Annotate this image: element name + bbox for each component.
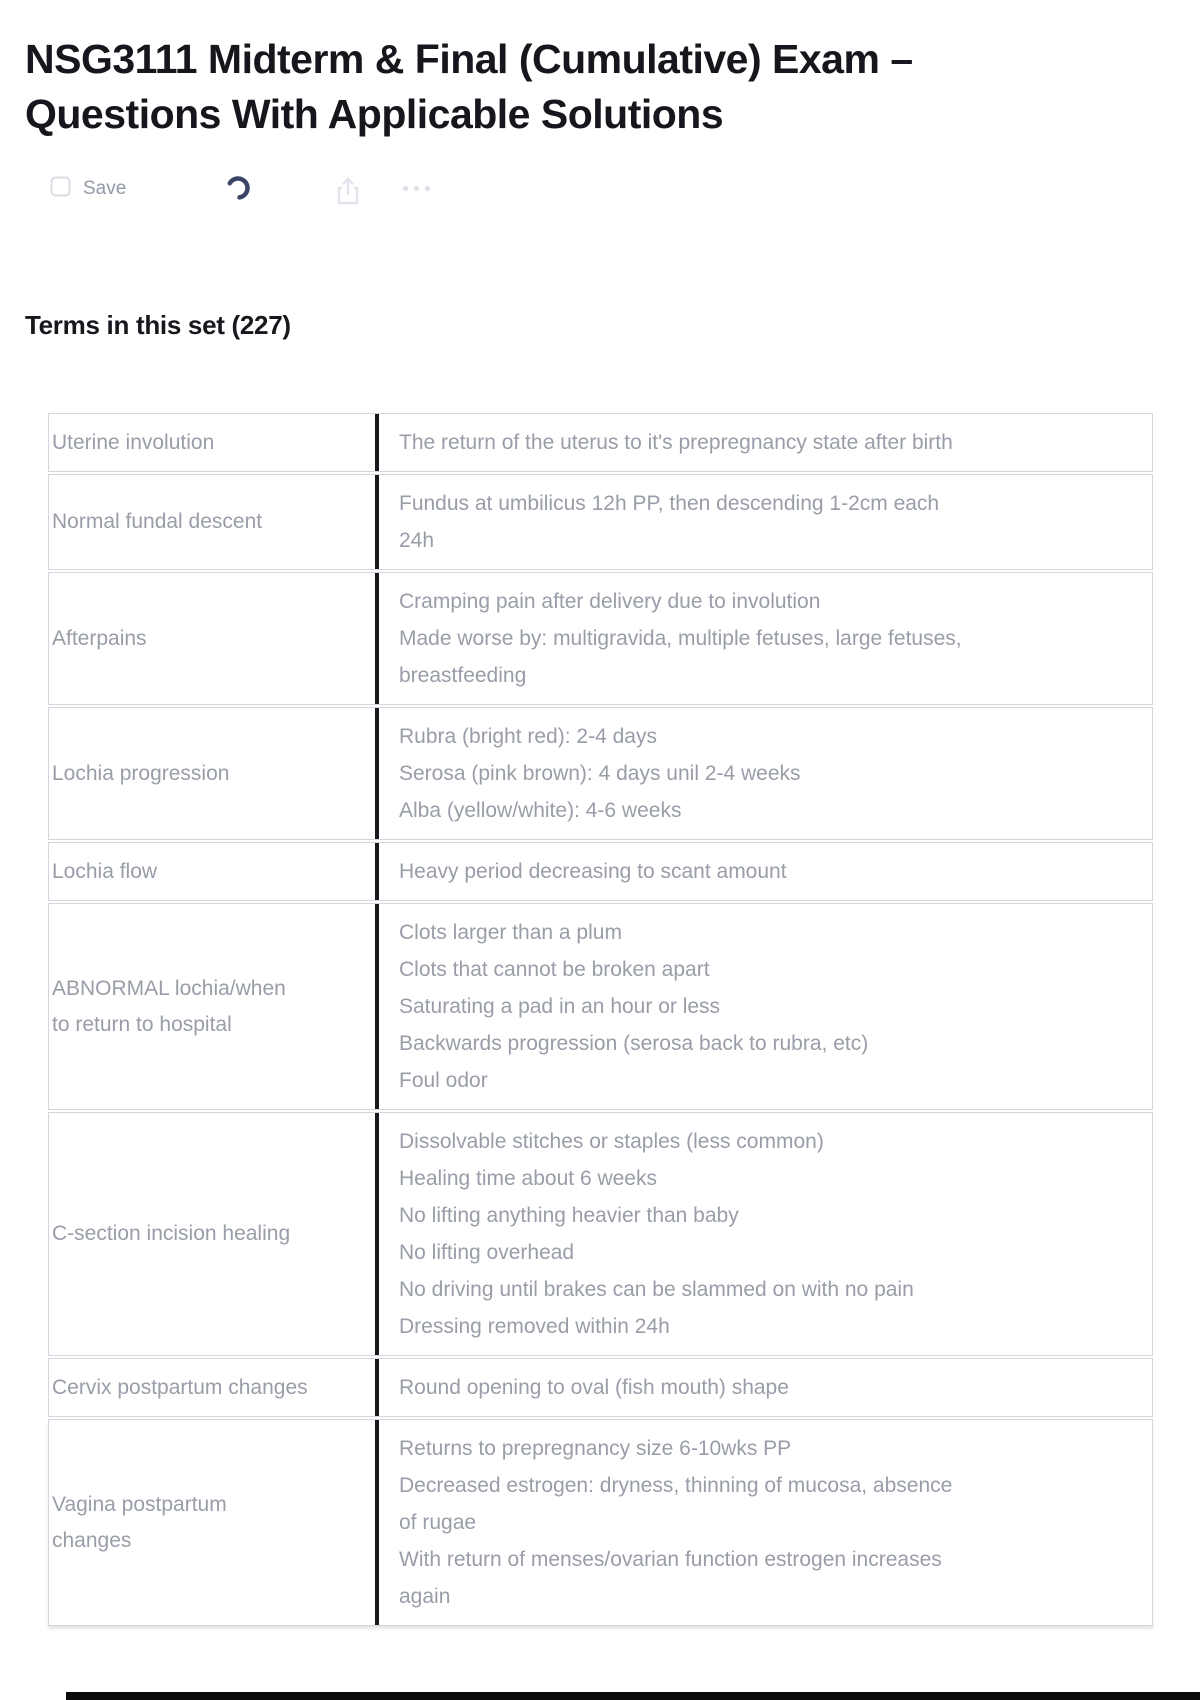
definition-cell: Round opening to oval (fish mouth) shape xyxy=(379,1359,1152,1416)
definition-line: Foul odor xyxy=(399,1069,488,1092)
definition-line: No driving until brakes can be slammed o… xyxy=(399,1278,914,1301)
definition-line: Decreased estrogen: dryness, thinning of… xyxy=(399,1474,953,1534)
definition-line: No lifting overhead xyxy=(399,1241,575,1264)
table-row: Normal fundal descent Fundus at umbilicus… xyxy=(48,474,1153,570)
definition-cell: Heavy period decreasing to scant amount xyxy=(379,843,1152,900)
definition-line: Clots larger than a plum xyxy=(399,921,622,944)
term-cell: Lochia flow xyxy=(52,859,158,883)
column-divider xyxy=(375,843,379,900)
column-divider xyxy=(375,1420,379,1625)
definition-line: With return of menses/ovarian function e… xyxy=(399,1548,942,1608)
column-divider xyxy=(375,414,379,471)
column-divider xyxy=(375,573,379,704)
column-divider xyxy=(375,708,379,839)
definition-line: No lifting anything heavier than baby xyxy=(399,1204,739,1227)
term-cell: Vagina postpartum changes xyxy=(52,1492,227,1552)
table-row: Afterpains Cramping pain after delivery d… xyxy=(48,572,1153,705)
definition-line: Backwards progression (serosa back to ru… xyxy=(399,1032,869,1055)
definition-cell: Returns to prepregnancy size 6-10wks PP D… xyxy=(379,1420,1152,1625)
table-row: Lochia flow Heavy period decreasing to sc… xyxy=(48,842,1153,901)
definition-line: Alba (yellow/white): 4-6 weeks xyxy=(399,799,682,822)
definition-cell: The return of the uterus to it's prepreg… xyxy=(379,414,1152,471)
save-button-label: Save xyxy=(83,178,127,199)
term-cell: C-section incision healing xyxy=(52,1222,291,1245)
table-row: Uterine involution The return of the uter… xyxy=(48,413,1153,472)
term-cell: Uterine involution xyxy=(52,430,215,454)
definition-cell: Fundus at umbilicus 12h PP, then descend… xyxy=(379,475,1152,569)
toolbar: Save xyxy=(0,170,1200,220)
table-row: Vagina postpartum changes Returns to prep… xyxy=(48,1419,1153,1626)
table-row: Lochia progression Rubra (bright red): 2-… xyxy=(48,707,1153,840)
term-cell: ABNORMAL lochia/when to return to hospit… xyxy=(52,976,286,1036)
column-divider xyxy=(375,1113,379,1355)
term-cell: Lochia progression xyxy=(52,761,230,785)
definition-line: Made worse by: multigravida, multiple fe… xyxy=(399,627,962,687)
share-icon[interactable] xyxy=(335,176,361,211)
term-cell: Normal fundal descent xyxy=(52,510,263,533)
definition-line: Healing time about 6 weeks xyxy=(399,1167,657,1190)
definition-line: Round opening to oval (fish mouth) shape xyxy=(399,1376,789,1399)
table-row: C-section incision healing Dissolvable st… xyxy=(48,1112,1153,1356)
save-button[interactable]: Save xyxy=(50,176,126,202)
definition-cell: Clots larger than a plum Clots that canno… xyxy=(379,904,1152,1109)
term-cell: Cervix postpartum changes xyxy=(52,1375,308,1399)
definition-line: Rubra (bright red): 2-4 days xyxy=(399,725,657,748)
terms-heading: Terms in this set (227) xyxy=(25,309,291,340)
save-bookmark-icon xyxy=(50,176,71,202)
page-title: NSG3111 Midterm & Final (Cumulative) Exa… xyxy=(25,36,913,138)
next-section-edge xyxy=(66,1692,1200,1700)
table-row: ABNORMAL lochia/when to return to hospit… xyxy=(48,903,1153,1110)
definition-line: Returns to prepregnancy size 6-10wks PP xyxy=(399,1437,792,1460)
definition-cell: Dissolvable stitches or staples (less co… xyxy=(379,1113,1152,1355)
column-divider xyxy=(375,475,379,569)
definition-line: Cramping pain after delivery due to invo… xyxy=(399,590,821,613)
column-divider xyxy=(375,1359,379,1416)
definition-line: The return of the uterus to it's prepreg… xyxy=(399,431,953,454)
definition-line: Fundus at umbilicus 12h PP, then descend… xyxy=(399,492,940,552)
term-cell: Afterpains xyxy=(52,626,147,650)
definition-cell: Rubra (bright red): 2-4 days Serosa (pink… xyxy=(379,708,1152,839)
table-row: Cervix postpartum changes Round opening t… xyxy=(48,1358,1153,1417)
definition-line: Saturating a pad in an hour or less xyxy=(399,995,721,1018)
definition-line: Clots that cannot be broken apart xyxy=(399,958,710,981)
definition-line: Serosa (pink brown): 4 days unil 2-4 wee… xyxy=(399,762,801,785)
more-options-icon[interactable] xyxy=(403,186,430,191)
column-divider xyxy=(375,904,379,1109)
loading-spinner-icon xyxy=(224,174,252,207)
definition-cell: Cramping pain after delivery due to invo… xyxy=(379,573,1152,704)
terms-table: Uterine involution The return of the uter… xyxy=(48,413,1153,1628)
definition-line: Dressing removed within 24h xyxy=(399,1315,670,1338)
definition-line: Heavy period decreasing to scant amount xyxy=(399,860,787,883)
definition-line: Dissolvable stitches or staples (less co… xyxy=(399,1130,824,1153)
